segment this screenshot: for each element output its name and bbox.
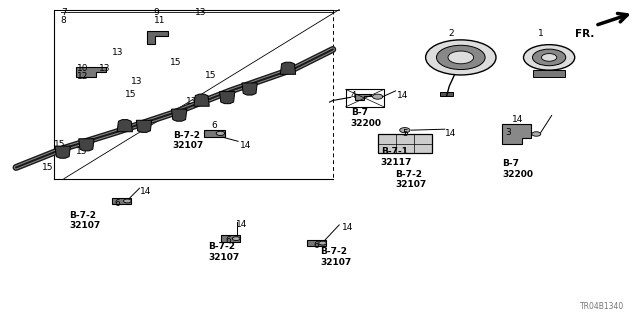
Circle shape — [216, 131, 225, 136]
Circle shape — [399, 128, 410, 133]
Polygon shape — [533, 70, 565, 77]
Circle shape — [532, 49, 566, 66]
Text: B-7-2
32107: B-7-2 32107 — [208, 242, 239, 262]
Polygon shape — [220, 92, 235, 104]
Text: 14: 14 — [512, 115, 524, 124]
Text: TR04B1340: TR04B1340 — [580, 302, 624, 311]
Polygon shape — [136, 120, 152, 132]
Text: 15: 15 — [170, 58, 181, 67]
Text: 6: 6 — [211, 121, 217, 130]
Circle shape — [448, 51, 474, 64]
Polygon shape — [112, 198, 131, 204]
Text: 1: 1 — [538, 29, 543, 38]
Polygon shape — [55, 146, 70, 158]
Polygon shape — [204, 130, 225, 137]
Text: 15: 15 — [54, 140, 66, 149]
Polygon shape — [307, 240, 326, 246]
Text: B-7-2
32107: B-7-2 32107 — [320, 247, 351, 267]
Text: 12: 12 — [77, 72, 88, 81]
Text: 15: 15 — [42, 163, 53, 172]
Text: B-7-1
32117: B-7-1 32117 — [381, 147, 412, 167]
Text: 7: 7 — [61, 8, 67, 17]
Circle shape — [372, 94, 383, 99]
Text: 14: 14 — [445, 129, 456, 138]
Text: 15: 15 — [205, 71, 216, 80]
Polygon shape — [194, 94, 209, 106]
Text: 14: 14 — [397, 91, 408, 100]
Text: 10: 10 — [77, 64, 88, 73]
Text: 6: 6 — [114, 199, 120, 208]
Circle shape — [436, 45, 485, 70]
Text: B-7-2
32107: B-7-2 32107 — [396, 170, 427, 189]
Text: 11: 11 — [154, 16, 165, 25]
Polygon shape — [79, 139, 94, 151]
Text: FR.: FR. — [575, 29, 594, 39]
Text: B-7-2
32107: B-7-2 32107 — [69, 211, 100, 230]
Circle shape — [426, 40, 496, 75]
Polygon shape — [117, 120, 132, 132]
Text: 6: 6 — [314, 241, 319, 250]
Circle shape — [319, 241, 326, 245]
Polygon shape — [440, 92, 453, 96]
Text: 8: 8 — [61, 16, 67, 25]
Polygon shape — [280, 62, 296, 74]
Text: B-7-2
32107: B-7-2 32107 — [173, 131, 204, 150]
Polygon shape — [221, 235, 240, 242]
Polygon shape — [76, 67, 106, 77]
Text: 3: 3 — [506, 128, 511, 137]
Circle shape — [524, 45, 575, 70]
Circle shape — [541, 54, 557, 61]
Text: 14: 14 — [140, 187, 151, 196]
Text: B-7
32200: B-7 32200 — [351, 108, 381, 128]
Text: 5: 5 — [402, 129, 408, 138]
Circle shape — [124, 199, 131, 203]
Text: 14: 14 — [240, 141, 252, 150]
Text: 13: 13 — [112, 48, 124, 57]
Text: B-7
32200: B-7 32200 — [502, 160, 533, 179]
Polygon shape — [172, 109, 187, 121]
Text: 15: 15 — [125, 90, 136, 99]
Circle shape — [232, 237, 240, 241]
Polygon shape — [355, 94, 371, 100]
Text: 13: 13 — [195, 8, 207, 17]
Text: 9: 9 — [154, 8, 159, 17]
Polygon shape — [242, 83, 257, 95]
Polygon shape — [502, 124, 531, 144]
Text: 14: 14 — [236, 220, 247, 229]
Bar — [378, 134, 432, 153]
Text: 15: 15 — [76, 147, 87, 156]
Polygon shape — [147, 31, 168, 44]
Text: 13: 13 — [99, 64, 111, 73]
Text: 14: 14 — [342, 223, 354, 232]
Text: 6: 6 — [225, 236, 231, 245]
Text: 13: 13 — [186, 97, 197, 106]
Text: 2: 2 — [448, 29, 454, 38]
Circle shape — [532, 132, 541, 136]
Text: 4: 4 — [351, 91, 356, 100]
Text: 13: 13 — [131, 77, 143, 86]
